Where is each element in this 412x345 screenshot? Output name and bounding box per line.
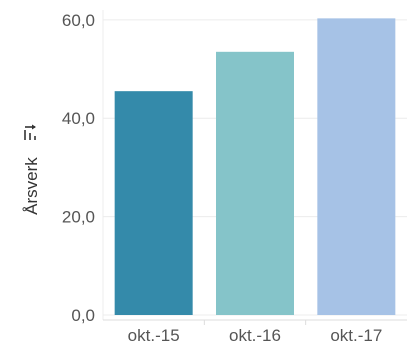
y-tick-label: 40,0 — [62, 109, 95, 128]
x-axis-ticks: okt.-15 okt.-16 okt.-17 — [128, 320, 382, 345]
x-tick-label: okt.-17 — [330, 326, 382, 345]
y-axis-title: Årsverk — [22, 157, 41, 215]
sort-icon[interactable] — [24, 124, 36, 141]
y-tick-label: 0,0 — [71, 306, 95, 325]
y-axis-ticks: 0,0 20,0 40,0 60,0 — [62, 11, 95, 325]
x-tick-label: okt.-16 — [229, 326, 281, 345]
bars — [114, 18, 396, 316]
y-axis-title-group[interactable]: Årsverk — [22, 124, 41, 215]
bar-okt.-17[interactable] — [317, 18, 396, 315]
y-tick-label: 60,0 — [62, 11, 95, 30]
bar-okt.-16[interactable] — [216, 51, 294, 316]
bar-okt.-15[interactable] — [114, 91, 193, 315]
x-tick-label: okt.-15 — [128, 326, 180, 345]
y-tick-label: 20,0 — [62, 208, 95, 227]
